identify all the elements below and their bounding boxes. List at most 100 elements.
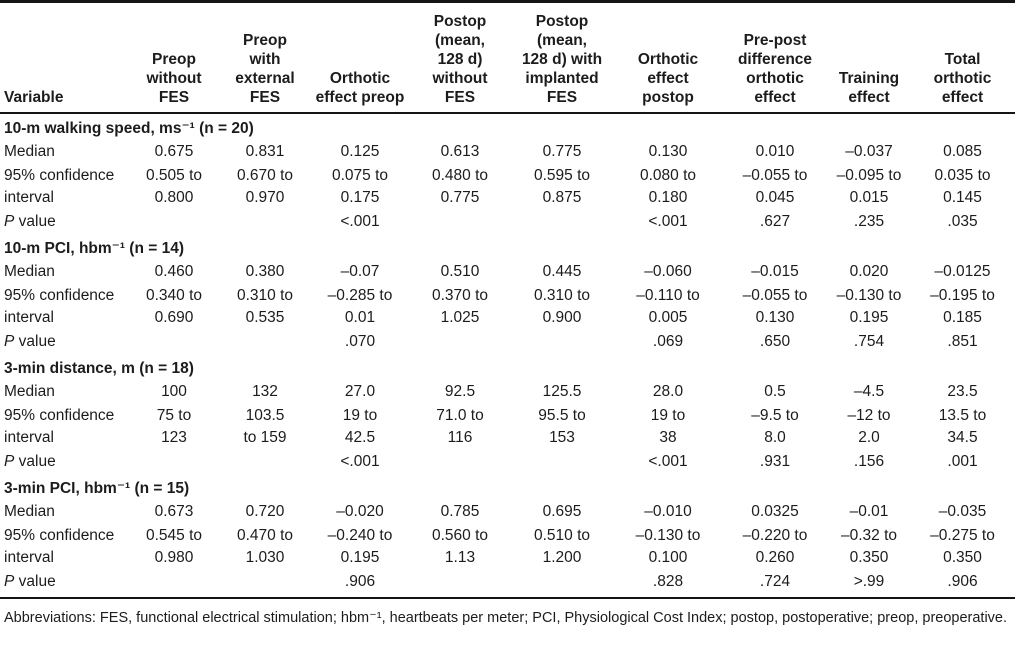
column-header-orthotic-effect-preop: Orthotic effect preop [310,1,410,114]
section-title: 3-min PCI, hbm⁻¹ (n = 15) [4,480,190,497]
ci-value: 0.080 to 0.180 [639,167,697,206]
row-label-median: Median [4,503,55,520]
p-value [128,210,220,234]
median-value: 0.460 [154,263,194,280]
ci-value: –0.130 to 0.195 [836,287,902,326]
p-value [410,330,510,354]
ci-value: 0.505 to 0.800 [145,167,203,206]
ci-value: 0.670 to 0.970 [236,167,294,206]
median-value: 0.0325 [751,503,799,520]
confidence-interval-row: 95% confidence interval 0.340 to 0.690 0.3… [0,284,1015,330]
ci-value: –0.095 to 0.015 [836,167,902,206]
ci-value: 0.340 to 0.690 [145,287,203,326]
section-title: 10-m walking speed, ms⁻¹ (n = 20) [4,120,254,137]
abbreviations-footnote: Abbreviations: FES, functional electrica… [4,610,1008,626]
median-value: 0.5 [764,383,786,400]
ci-value: 0.470 to 1.030 [236,527,294,566]
ci-value: –0.195 to 0.185 [930,287,995,326]
median-value: –0.01 [849,503,889,520]
median-value: 0.775 [542,143,582,160]
p-value-row: P value <.001 <.001 .627 .235 .035 [0,210,1015,234]
p-value: >.99 [828,570,910,599]
median-value: –0.010 [644,503,692,520]
median-value: –0.020 [336,503,384,520]
section-title: 3-min distance, m (n = 18) [4,360,194,377]
p-value [510,210,614,234]
ci-value: 0.545 to 0.980 [145,527,203,566]
p-value [220,450,310,474]
p-value: <.001 [340,213,380,230]
ci-value: 95.5 to 153 [538,407,586,446]
row-label-median: Median [4,263,55,280]
column-header-training-effect: Training effect [828,1,910,114]
column-header-pre-post-difference: Pre-post difference orthotic effect [722,1,828,114]
median-value: 0.675 [154,143,194,160]
p-label-word: value [14,213,56,230]
median-value: 0.613 [440,143,480,160]
median-value: 132 [252,383,278,400]
p-value-row: P value .070 .069 .650 .754 .851 [0,330,1015,354]
median-value: –0.07 [340,263,380,280]
median-value: 0.673 [154,503,194,520]
p-value-row: P value .906.828.724 >.99.906 [0,570,1015,599]
p-label-italic: P [4,573,15,590]
row-label-p-value: P value [0,210,128,234]
p-value: .931 [759,453,791,470]
ci-value: 0.595 to 0.875 [533,167,591,206]
ci-value: –0.32 to 0.350 [840,527,898,566]
header-row: Variable Preop without FES Preop with ex… [0,1,1015,114]
p-value [510,570,614,599]
p-value: .156 [853,453,885,470]
row-label-median: Median [4,383,55,400]
median-value: 0.125 [340,143,380,160]
row-label-confidence-interval: 95% confidence interval [4,167,115,206]
p-value: .906 [310,570,410,599]
column-header-preop-without-fes: Preop without FES [128,1,220,114]
p-value [220,570,310,599]
ci-value: –0.055 to 0.045 [742,167,808,206]
median-value: 125.5 [542,383,582,400]
median-row: Median 100 132 27.0 92.5 125.5 28.0 0.5 –4.5 23.5 [0,380,1015,404]
ci-value: 0.310 to 0.535 [236,287,294,326]
median-value: 0.130 [648,143,688,160]
p-value [410,570,510,599]
p-value [510,450,614,474]
section-title-row: 10-m PCI, hbm⁻¹ (n = 14) [0,234,1015,260]
ci-value: 0.480 to 0.775 [431,167,489,206]
median-value: 27.0 [344,383,376,400]
section-title: 10-m PCI, hbm⁻¹ (n = 14) [4,240,185,257]
row-label-p-value: P value [0,330,128,354]
p-value: .851 [947,333,978,350]
row-label-confidence-interval: 95% confidence interval [4,287,115,326]
median-value: 0.720 [245,503,285,520]
median-value: –0.0125 [934,263,991,280]
ci-value: 71.0 to 116 [436,407,484,446]
median-value: 0.785 [440,503,480,520]
ci-value: –0.240 to 0.195 [327,527,393,566]
p-value: .828 [614,570,722,599]
results-table: Variable Preop without FES Preop with ex… [0,0,1015,599]
ci-value: –0.285 to 0.01 [327,287,393,326]
p-value [128,450,220,474]
p-value [510,330,614,354]
median-value: 0.831 [245,143,285,160]
ci-value: 13.5 to 34.5 [938,407,987,446]
p-label-italic: P [4,213,15,230]
column-header-postop-without-fes: Postop (mean, 128 d) without FES [410,1,510,114]
p-value [128,330,220,354]
median-row: Median 0.460 0.380 –0.07 0.510 0.445 –0.060 –0.… [0,260,1015,284]
column-header-preop-with-external-fes: Preop with external FES [220,1,310,114]
median-value: –0.035 [938,503,987,520]
ci-value: –9.5 to 8.0 [751,407,799,446]
ci-value: –0.220 to 0.260 [742,527,808,566]
p-label-word: value [14,573,56,590]
confidence-interval-row: 95% confidence interval 0.545 to 0.980 0.4… [0,524,1015,570]
median-value: 92.5 [444,383,476,400]
p-value-row: P value <.001 <.001 .931 .156 .001 [0,450,1015,474]
confidence-interval-row: 95% confidence interval 0.505 to 0.800 0.6… [0,164,1015,210]
p-value: .070 [344,333,376,350]
p-value [128,570,220,599]
median-value: 0.380 [245,263,285,280]
median-value: 0.010 [755,143,795,160]
p-label-word: value [14,333,56,350]
